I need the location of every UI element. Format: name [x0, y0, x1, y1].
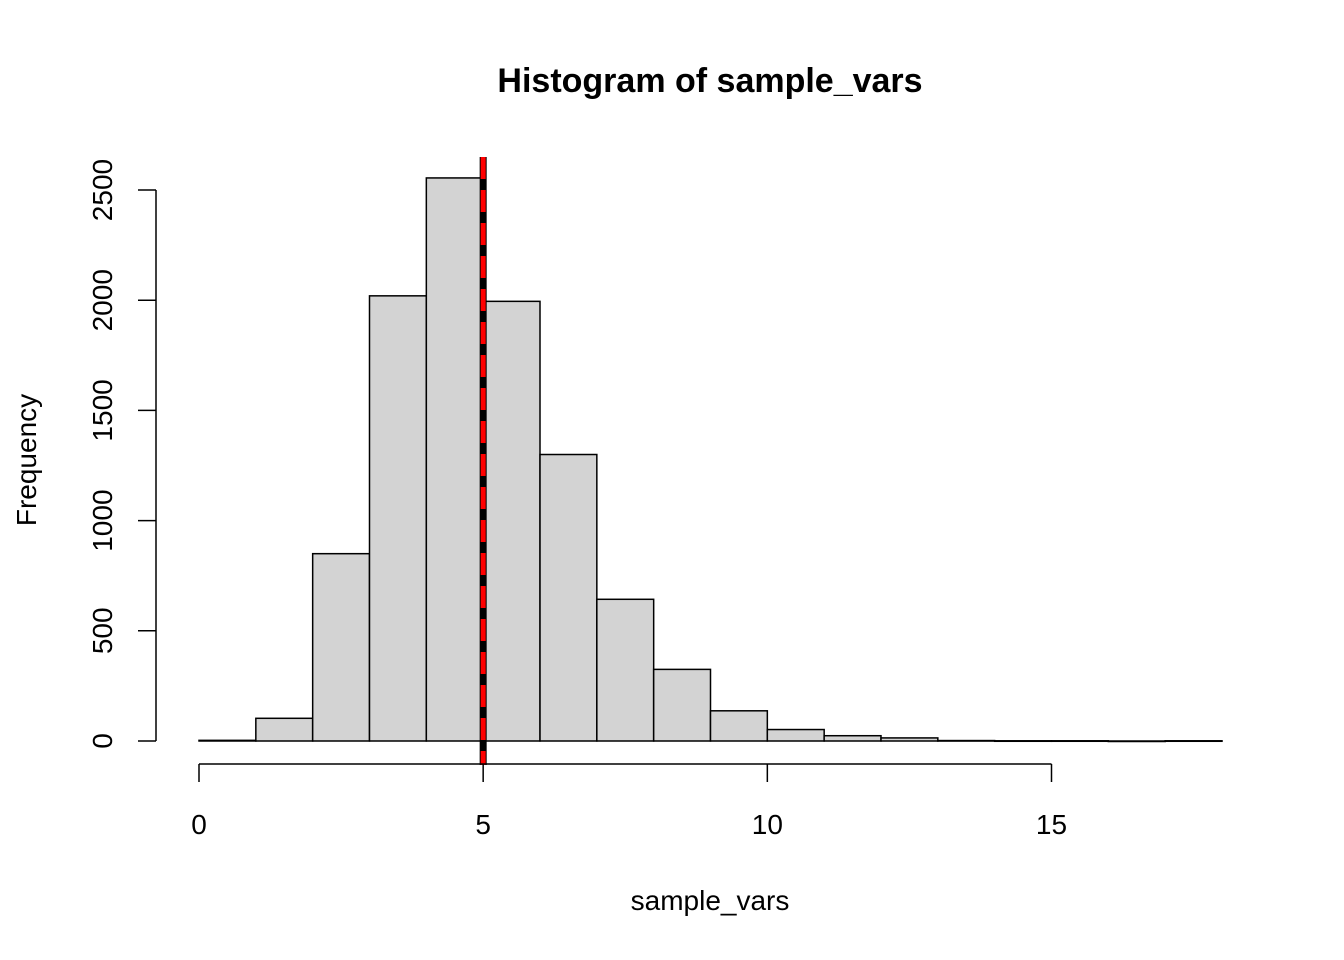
histogram-bar-11	[823, 734, 882, 742]
y-tick-label-3: 1500	[87, 379, 118, 441]
histogram-bar-7	[596, 598, 655, 742]
histogram-bar-17	[1164, 740, 1223, 743]
histogram-bar-9	[709, 710, 769, 742]
histogram-bar-16	[1107, 740, 1166, 743]
histogram-bar-0	[198, 739, 257, 742]
histogram-bar-4	[425, 177, 484, 742]
y-axis-label: Frequency	[11, 394, 42, 526]
y-tick-label-0: 0	[87, 733, 118, 749]
y-tick-label-1: 500	[87, 607, 118, 654]
histogram-bar-13	[937, 739, 996, 742]
y-tick-label-5: 2500	[87, 159, 118, 221]
histogram-bar-12	[880, 737, 939, 742]
x-tick-label-3: 15	[1036, 809, 1067, 840]
y-tick-label-2: 1000	[87, 489, 118, 551]
histogram-bar-10	[766, 728, 825, 742]
x-tick-label-1: 5	[475, 809, 491, 840]
y-axis: 0 500 1000 1500 2000 2500	[87, 159, 157, 749]
histogram-bar-5	[482, 300, 541, 742]
chart-title: Histogram of sample_vars	[497, 62, 922, 100]
x-tick-label-2: 10	[752, 809, 783, 840]
histogram-bar-2	[311, 552, 371, 742]
histogram-bar-14	[993, 740, 1053, 743]
histogram-bar-1	[255, 717, 314, 742]
histogram-bar-8	[652, 668, 712, 742]
x-tick-label-0: 0	[191, 809, 207, 840]
x-axis: 0 5 10 15	[191, 763, 1067, 840]
y-tick-label-4: 2000	[87, 269, 118, 331]
histogram-bar-6	[539, 453, 598, 742]
x-axis-label: sample_vars	[631, 885, 790, 916]
histogram-bar-3	[368, 295, 428, 742]
histogram-bar-15	[1050, 740, 1110, 743]
bars-group	[198, 177, 1223, 743]
